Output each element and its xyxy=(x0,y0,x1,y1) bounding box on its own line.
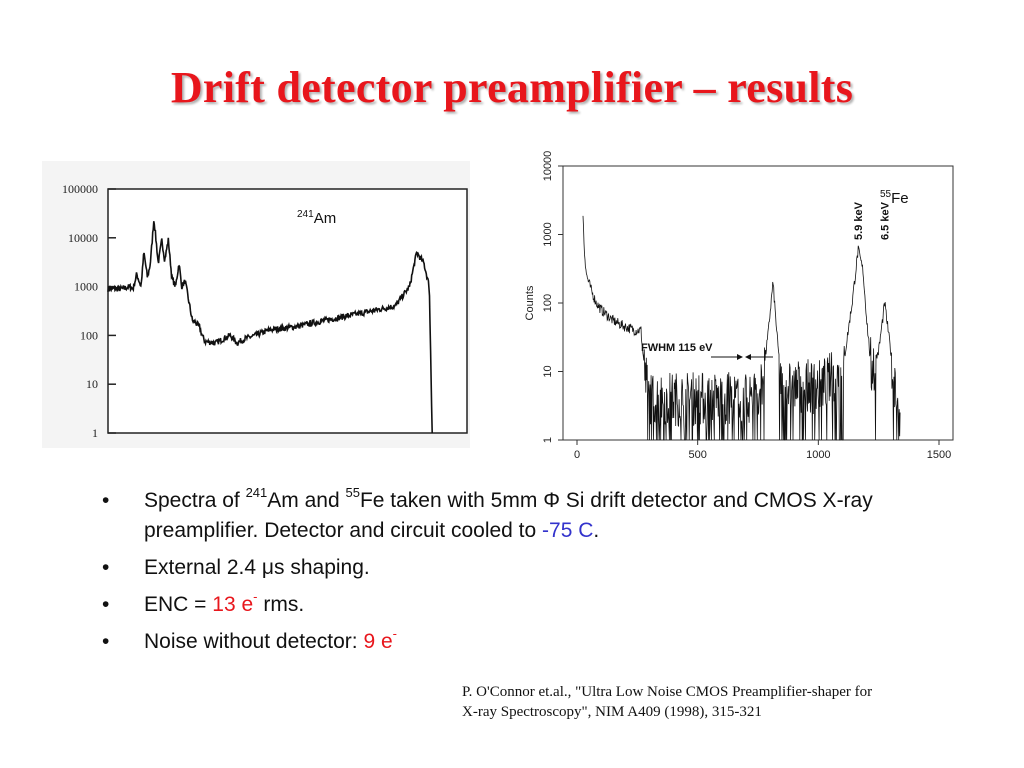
fe55-spectrum-chart: 1 10 100 1000 10000 0 500 1000 1500 Counts FWHM 11… xyxy=(524,151,954,461)
isotope-label: 55Fe xyxy=(880,189,909,207)
peak-label: 5.9 keV xyxy=(853,201,865,240)
y-tick-label: 1 xyxy=(92,426,98,440)
bullet-text: Spectra of xyxy=(144,489,246,512)
bullet-text: External 2.4 xyxy=(144,556,262,579)
peak-label: 6.5 keV xyxy=(880,201,892,240)
noise-value-highlight: 9 e xyxy=(363,630,393,653)
x-tick-label: 1500 xyxy=(927,449,951,461)
isotope-mass-number: 241 xyxy=(297,209,314,220)
bullet-glyph: • xyxy=(102,489,110,512)
bullet-list: • Spectra of 241Am and 55Fe taken with 5… xyxy=(98,486,918,664)
bullet-text: ENC = xyxy=(144,593,213,616)
bullet-text: Am and xyxy=(267,489,346,512)
superscript: - xyxy=(253,589,258,604)
y-tick-label: 10000 xyxy=(542,151,554,182)
bullet-item: • Noise without detector: 9 e- xyxy=(98,627,918,657)
enc-value-highlight: 13 e xyxy=(212,593,254,616)
y-tick-label: 100 xyxy=(542,294,554,312)
superscript: 241 xyxy=(245,485,268,500)
x-tick-label: 0 xyxy=(574,449,580,461)
superscript: 55 xyxy=(345,485,360,500)
y-tick-label: 1 xyxy=(542,437,554,443)
spectrum-line xyxy=(582,215,901,441)
fwhm-arrowhead xyxy=(745,354,751,361)
isotope-symbol: Am xyxy=(314,210,337,227)
spectrum-line xyxy=(107,221,433,434)
reference-line: X-ray Spectroscopy", NIM A409 (1998), 31… xyxy=(462,704,762,720)
reference-line: P. O'Connor et.al., "Ultra Low Noise CMO… xyxy=(462,684,873,700)
x-tick-label: 500 xyxy=(688,449,706,461)
x-tick-label: 1000 xyxy=(806,449,830,461)
am241-spectrum-chart: 100000 10000 1000 100 10 1 241Am xyxy=(62,182,468,440)
isotope-mass-number: 55 xyxy=(880,189,892,200)
bullet-text: Fe taken with 5mm xyxy=(359,489,544,512)
fwhm-label: FWHM 115 eV xyxy=(641,342,713,354)
y-tick-label: 1000 xyxy=(74,280,98,294)
bullet-text: Noise without detector: xyxy=(144,630,364,653)
bullet-item: • Spectra of 241Am and 55Fe taken with 5… xyxy=(98,486,918,546)
bullet-text: rms. xyxy=(257,593,305,616)
bullet-glyph: • xyxy=(102,556,110,579)
mu-symbol: μ xyxy=(261,556,275,579)
y-tick-label: 10 xyxy=(542,365,554,377)
bullet-text: Si drift detector and CMOS X-ray preampl… xyxy=(144,489,873,542)
bullet-item: • External 2.4 μs shaping. xyxy=(98,553,918,583)
isotope-symbol: Fe xyxy=(891,190,909,207)
y-tick-label: 100000 xyxy=(62,182,98,196)
bullet-text: . xyxy=(593,519,600,542)
bullet-item: • ENC = 13 e- rms. xyxy=(98,590,918,620)
y-tick-label: 10000 xyxy=(68,231,98,245)
bullet-text: s shaping. xyxy=(274,556,370,579)
bullet-glyph: • xyxy=(102,593,110,616)
y-axis-label: Counts xyxy=(524,285,536,320)
y-tick-label: 1000 xyxy=(542,222,554,246)
y-tick-label: 10 xyxy=(86,377,98,391)
temperature-highlight: -75 C xyxy=(542,519,594,542)
bullet-glyph: • xyxy=(102,630,110,653)
y-tick-label: 100 xyxy=(80,328,98,342)
superscript: - xyxy=(392,626,397,641)
slide-title: Drift detector preamplifier – results xyxy=(170,63,854,112)
plot-frame xyxy=(107,188,468,434)
reference-citation: P. O'Connor et.al., "Ultra Low Noise CMO… xyxy=(462,682,982,722)
isotope-label: 241Am xyxy=(297,209,336,227)
fwhm-arrowhead xyxy=(737,354,743,361)
phi-symbol: Φ xyxy=(543,489,560,512)
